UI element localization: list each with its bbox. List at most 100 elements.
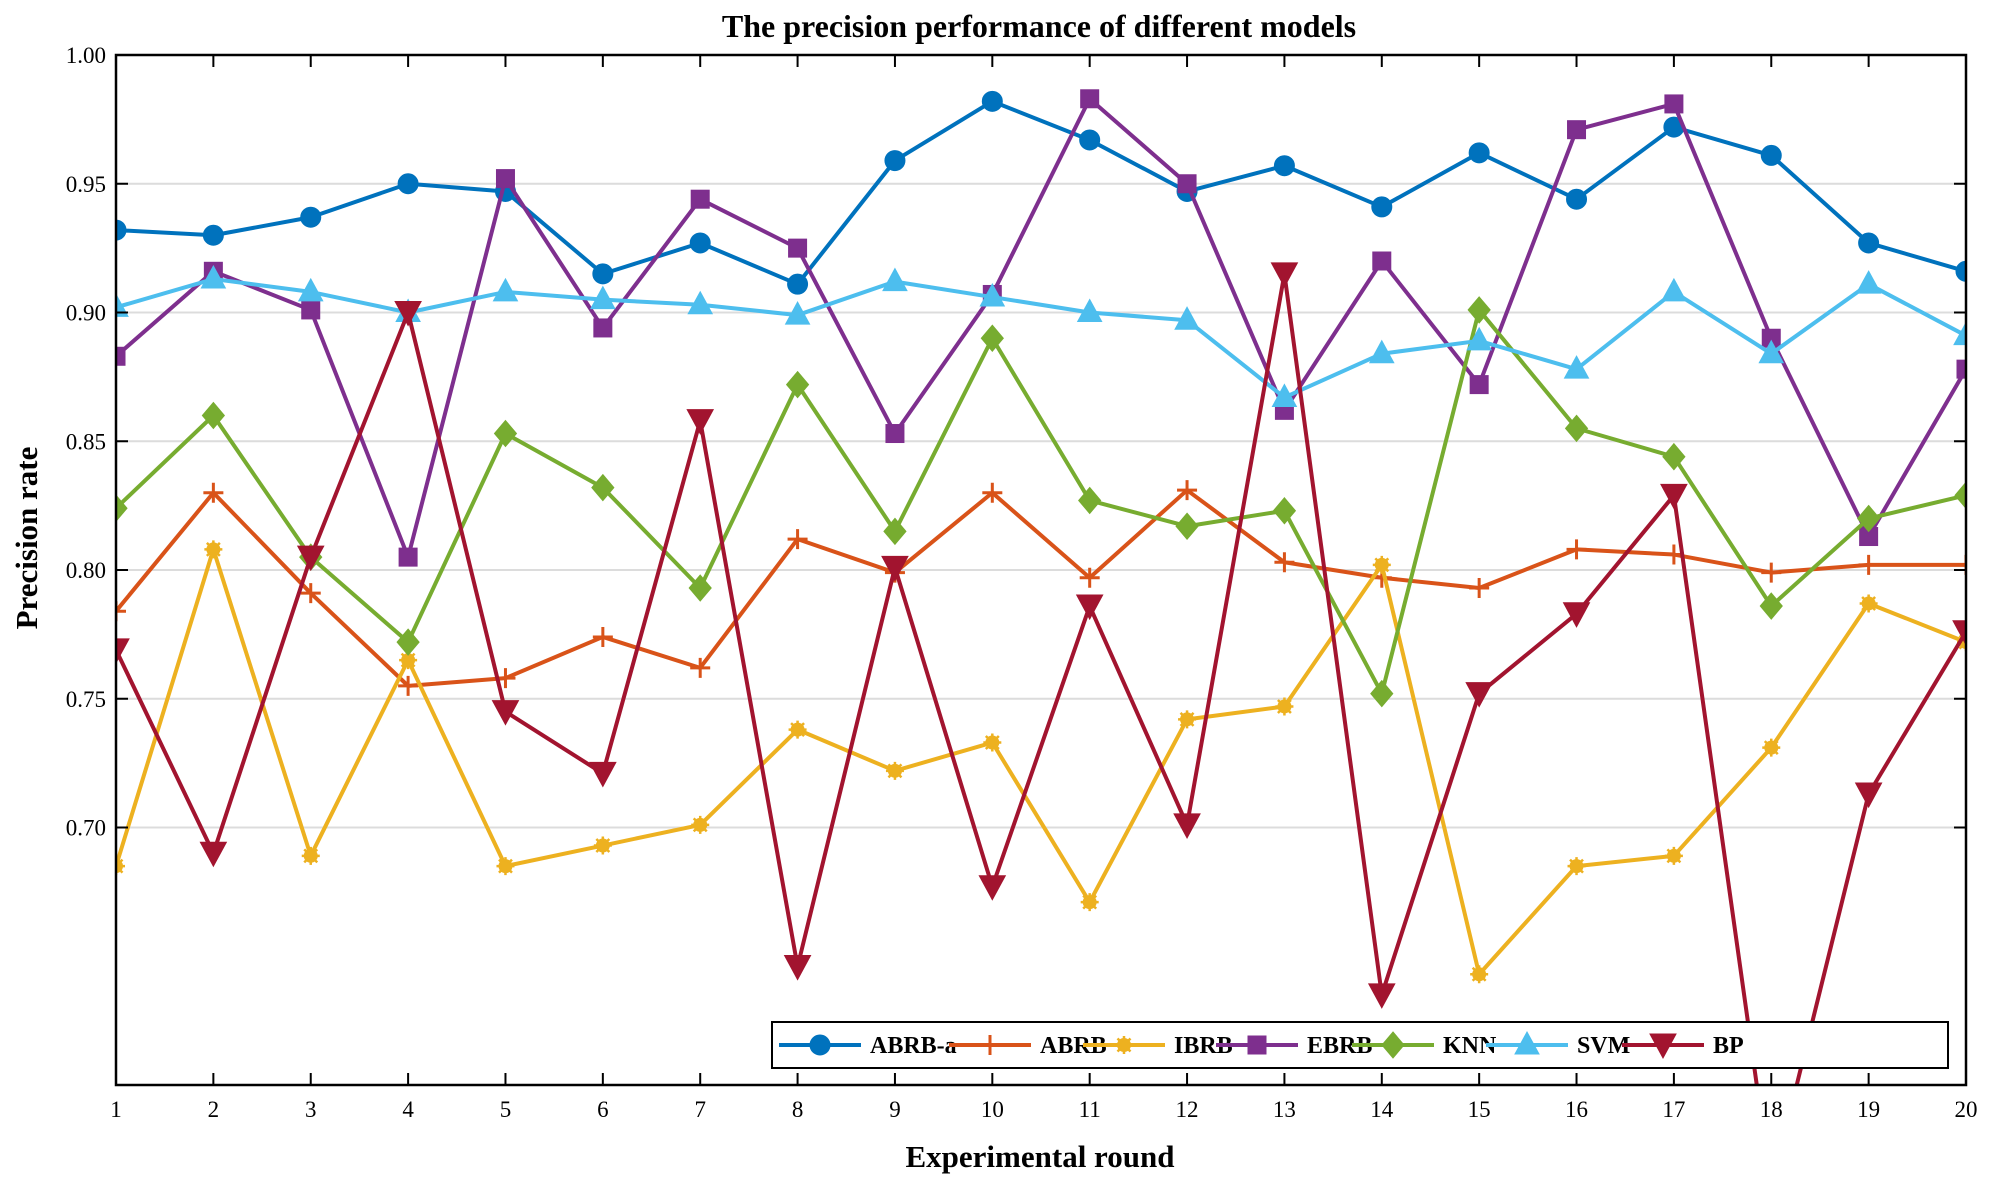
x-tick-label: 2 — [208, 1097, 220, 1122]
data-point-abrb — [690, 657, 711, 678]
data-point-bp — [1854, 782, 1883, 809]
data-point-bp — [1173, 813, 1201, 839]
data-point-ibrb — [1080, 893, 1099, 912]
x-axis-label: Experimental round — [906, 1139, 1175, 1174]
x-tick-label: 18 — [1760, 1097, 1783, 1122]
series-ibrb — [116, 540, 1966, 984]
data-point-ibrb — [1664, 846, 1683, 865]
series-line-ibrb — [116, 547, 1966, 977]
data-point-knn — [1954, 481, 1966, 510]
data-point-abrb-a — [116, 219, 127, 241]
data-point-knn — [980, 324, 1004, 353]
data-point-knn — [688, 574, 712, 602]
series-line-abrb-a — [116, 99, 1966, 287]
data-point-svm — [1661, 277, 1687, 302]
data-point-knn — [591, 473, 615, 502]
data-point-bp — [589, 761, 617, 788]
x-tick-label: 16 — [1565, 1097, 1588, 1122]
data-point-knn — [1175, 512, 1199, 540]
series-ebrb — [116, 89, 1966, 567]
data-point-ibrb — [1762, 738, 1781, 757]
data-point-bp — [1660, 483, 1688, 510]
data-point-svm — [979, 283, 1006, 307]
data-point-ebrb — [1080, 89, 1100, 109]
data-point-svm — [297, 277, 324, 302]
data-point-bp — [1270, 262, 1299, 288]
data-point-ibrb — [788, 720, 807, 739]
legend-marker-abrb-a — [809, 1034, 831, 1056]
data-point-knn — [1078, 486, 1102, 515]
data-point-ibrb-rays — [1470, 965, 1489, 984]
y-tick-label: 0.75 — [66, 687, 106, 712]
x-tick-label: 4 — [402, 1097, 414, 1122]
data-point-abrb — [1858, 554, 1879, 575]
data-point-svm — [1758, 339, 1785, 364]
data-point-ebrb — [690, 189, 710, 209]
x-tick-label: 20 — [1955, 1097, 1978, 1122]
data-point-ibrb — [496, 857, 515, 876]
x-tick-label: 5 — [500, 1097, 512, 1122]
data-point-ebrb — [398, 547, 418, 567]
data-point-knn — [116, 494, 128, 522]
series-line-knn — [116, 307, 1966, 696]
data-point-ibrb — [1859, 594, 1878, 613]
data-point-bp — [686, 409, 715, 435]
data-point-knn — [1759, 592, 1783, 620]
legend-marker-svm — [1514, 1030, 1540, 1055]
data-point-svm — [1271, 383, 1298, 407]
data-point-abrb — [300, 583, 321, 604]
data-point-abrb — [1079, 567, 1100, 588]
data-point-abrb — [1177, 480, 1198, 501]
data-point-abrb — [1274, 552, 1295, 573]
data-point-svm — [589, 285, 616, 310]
x-tick-label: 13 — [1273, 1097, 1296, 1122]
data-point-ebrb — [1567, 120, 1587, 140]
x-tick-label: 17 — [1662, 1097, 1685, 1122]
data-point-ibrb — [204, 540, 223, 559]
legend-marker-knn — [1381, 1031, 1405, 1059]
data-point-abrb — [116, 601, 126, 622]
data-point-abrb — [398, 675, 419, 696]
x-tick-label: 12 — [1176, 1097, 1199, 1122]
data-point-svm — [1953, 321, 1966, 346]
data-point-ibrb-rays — [885, 761, 904, 780]
data-point-ebrb — [1372, 251, 1392, 271]
data-point-knn — [883, 517, 907, 546]
series-line-bp — [116, 271, 1966, 1085]
data-point-ibrb — [1275, 697, 1294, 716]
data-point-ebrb — [788, 238, 808, 258]
data-point-ibrb-rays — [788, 720, 807, 739]
axis-ticks: 0.700.750.800.850.900.951.001 2 3 4 5 6 7 8 9 10 1… — [66, 43, 1978, 1122]
series-abrb — [116, 480, 1966, 696]
data-point-knn — [396, 628, 420, 656]
data-point-ebrb — [1664, 94, 1684, 114]
data-point-svm — [1466, 326, 1493, 351]
data-point-abrb-a — [397, 173, 419, 195]
data-point-ibrb — [691, 815, 710, 834]
legend-marker-bp — [1649, 1033, 1677, 1060]
y-tick-label: 0.70 — [66, 816, 106, 841]
data-point-ibrb-rays — [1275, 697, 1294, 716]
data-point-ibrb-rays — [1664, 846, 1683, 865]
data-point-abrb — [1566, 539, 1587, 560]
data-point-ebrb — [116, 346, 126, 366]
data-point-abrb — [982, 482, 1003, 503]
data-point-abrb-a — [981, 90, 1003, 112]
data-point-ibrb-rays — [1080, 893, 1099, 912]
data-point-bp — [881, 555, 909, 582]
data-point-abrb-a — [1566, 188, 1588, 210]
data-point-abrb-a — [1468, 142, 1490, 164]
legend-marker-abrb — [980, 1035, 1000, 1055]
data-point-knn — [1856, 504, 1881, 533]
data-point-ibrb — [301, 846, 320, 865]
x-tick-label: 8 — [792, 1097, 804, 1122]
data-point-abrb — [592, 626, 613, 647]
data-point-bp — [199, 841, 228, 868]
data-point-ibrb — [116, 857, 125, 876]
legend-label-svm: SVM — [1577, 1033, 1630, 1059]
data-point-abrb-a — [300, 206, 322, 228]
y-tick-label: 1.00 — [66, 43, 106, 68]
data-point-svm — [1076, 298, 1103, 322]
data-point-abrb-a — [1079, 129, 1101, 151]
